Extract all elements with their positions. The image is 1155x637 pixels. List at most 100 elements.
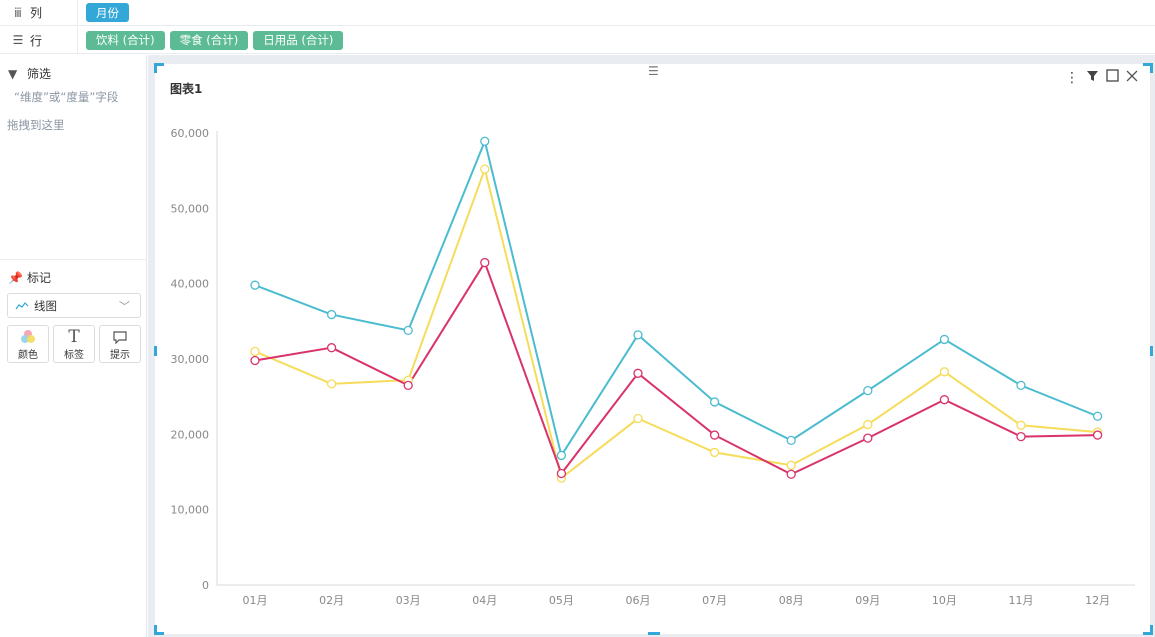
data-point-2[interactable]	[863, 433, 873, 443]
x-tick-label: 01月	[243, 594, 268, 607]
resize-corner-tl[interactable]	[154, 63, 164, 73]
series-line-1	[254, 165, 1098, 480]
data-point-0[interactable]	[1016, 380, 1026, 391]
chart-toolbar: ⋮	[1065, 69, 1139, 86]
line-chart-icon	[15, 301, 29, 309]
data-point-0[interactable]	[403, 325, 413, 336]
rows-icon: ☰	[12, 33, 24, 47]
x-tick-label: 07月	[702, 594, 727, 607]
resize-edge-right[interactable]	[1150, 346, 1153, 356]
pin-icon: 📌	[8, 270, 23, 285]
resize-edge-left[interactable]	[154, 346, 157, 356]
close-icon[interactable]	[1125, 70, 1139, 86]
data-point-2[interactable]	[480, 257, 490, 268]
x-tick-label: 06月	[626, 594, 651, 607]
data-point-0[interactable]	[786, 435, 796, 446]
data-point-0[interactable]	[1092, 411, 1103, 421]
mark-buttons: 颜色 T 标签 提示	[7, 325, 141, 363]
y-tick-label: 60,000	[171, 127, 210, 140]
filter-drop-hint-2[interactable]: 拖拽到这里	[7, 118, 65, 132]
drag-handle-icon[interactable]: ☰	[648, 64, 659, 78]
data-point-2[interactable]	[1092, 430, 1103, 440]
mark-type-value: 线图	[34, 298, 57, 313]
data-point-2[interactable]	[326, 343, 337, 353]
data-point-0[interactable]	[863, 385, 873, 396]
tooltip-button[interactable]: 提示	[99, 325, 141, 363]
filter-section-title: ▼ 筛选	[8, 66, 52, 82]
y-tick-label: 40,000	[171, 278, 210, 291]
panel-divider	[0, 259, 147, 260]
tooltip-icon	[112, 328, 128, 346]
data-point-1[interactable]	[786, 460, 796, 470]
rows-pills[interactable]: 饮料 (合计) 零食 (合计) 日用品 (合计)	[86, 27, 344, 53]
more-icon[interactable]: ⋮	[1065, 69, 1079, 86]
data-point-1[interactable]	[1016, 420, 1026, 430]
columns-icon: ⅲ	[14, 5, 22, 20]
data-point-2[interactable]	[939, 395, 950, 405]
pill-daily-goods[interactable]: 日用品 (合计)	[253, 30, 344, 50]
maximize-icon[interactable]	[1105, 69, 1119, 86]
pill-month[interactable]: 月份	[86, 3, 129, 22]
data-point-0[interactable]	[633, 330, 643, 340]
data-point-1[interactable]	[326, 379, 337, 389]
resize-corner-bl[interactable]	[154, 625, 164, 635]
data-point-1[interactable]	[633, 413, 643, 424]
x-tick-label: 09月	[855, 594, 880, 607]
filter-icon[interactable]	[1085, 70, 1099, 86]
pill-drinks[interactable]: 饮料 (合计)	[86, 30, 165, 50]
columns-shelf-label: ⅲ 列	[0, 0, 78, 25]
y-tick-label: 30,000	[171, 353, 210, 366]
x-axis: 01月 02月 03月 04月 05月 06月 07月 08月 09月 10月 11月 12月	[217, 584, 1135, 607]
data-point-2[interactable]	[250, 355, 260, 366]
series-line-2	[254, 260, 1098, 476]
resize-corner-tr[interactable]	[1143, 63, 1153, 73]
y-tick-label: 10,000	[171, 504, 210, 517]
columns-shelf: ⅲ 列 月份	[0, 0, 1155, 26]
pill-snacks[interactable]: 零食 (合计)	[169, 30, 249, 50]
data-point-1[interactable]	[709, 447, 720, 458]
x-tick-label: 05月	[549, 594, 574, 607]
data-point-1[interactable]	[250, 346, 260, 357]
y-tick-label: 50,000	[171, 202, 210, 215]
x-tick-label: 12月	[1085, 594, 1110, 607]
x-tick-label: 04月	[472, 594, 497, 607]
y-tick-label: 20,000	[171, 428, 210, 441]
x-tick-label: 10月	[932, 594, 957, 607]
data-point-1[interactable]	[863, 419, 873, 430]
y-axis: 0 10,000 20,000 30,000 40,000 50,000 60,000	[171, 127, 218, 592]
data-point-0[interactable]	[326, 309, 337, 320]
chart-title: 图表1	[170, 82, 203, 96]
data-point-2[interactable]	[556, 468, 567, 479]
rows-shelf-label: ☰ 行	[0, 27, 78, 53]
color-button[interactable]: 颜色	[7, 325, 49, 363]
data-point-0[interactable]	[250, 280, 260, 290]
data-point-0[interactable]	[939, 334, 950, 345]
data-point-2[interactable]	[786, 469, 796, 479]
resize-edge-bottom[interactable]	[648, 632, 660, 635]
data-point-0[interactable]	[556, 450, 567, 461]
series-line-0	[254, 138, 1098, 458]
marks-section-title: 📌 标记	[8, 270, 52, 286]
data-point-0[interactable]	[480, 136, 490, 146]
y-tick-label: 0	[202, 579, 209, 592]
x-tick-label: 02月	[319, 594, 344, 607]
mark-type-select[interactable]: 线图 ﹀	[7, 293, 141, 318]
data-point-0[interactable]	[709, 397, 720, 407]
series-layer	[250, 136, 1103, 483]
label-button[interactable]: T 标签	[53, 325, 95, 363]
filter-drop-hint[interactable]: “维度”或“度量”字段	[14, 90, 119, 104]
data-point-2[interactable]	[1016, 431, 1026, 442]
data-point-1[interactable]	[939, 367, 950, 377]
data-point-1[interactable]	[480, 164, 490, 174]
chevron-down-icon: ﹀	[119, 300, 130, 313]
line-chart[interactable]: 0 10,000 20,000 30,000 40,000 50,000 60,000 01…	[155, 64, 1150, 634]
data-point-2[interactable]	[709, 430, 720, 440]
data-point-2[interactable]	[403, 380, 413, 391]
x-tick-label: 11月	[1009, 594, 1034, 607]
resize-corner-br[interactable]	[1143, 625, 1153, 635]
text-icon: T	[68, 326, 80, 347]
left-panel: ▼ 筛选 “维度”或“度量”字段 拖拽到这里 📌 标记 线图 ﹀ 颜色 T 标	[0, 55, 147, 637]
columns-pills[interactable]: 月份	[86, 0, 129, 25]
data-point-2[interactable]	[633, 368, 643, 378]
rows-shelf: ☰ 行 饮料 (合计) 零食 (合计) 日用品 (合计)	[0, 27, 1155, 54]
